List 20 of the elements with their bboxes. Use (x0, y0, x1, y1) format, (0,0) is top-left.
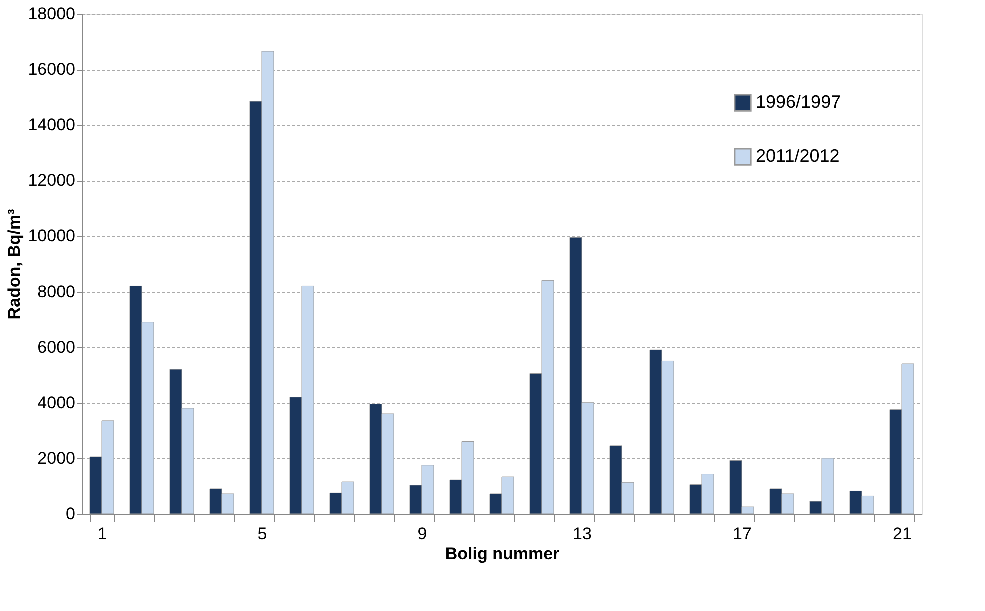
y-tick-label: 14000 (28, 116, 76, 135)
x-tick-label: 13 (573, 524, 592, 544)
y-tick-label: 12000 (28, 171, 76, 190)
legend-label: 1996/1997 (756, 92, 842, 112)
y-tick-label: 6000 (38, 338, 76, 357)
y-tick-label: 16000 (28, 60, 76, 80)
x-tick-label: 1 (98, 524, 108, 544)
y-tick-label: 10000 (28, 226, 76, 246)
y-tick-label: 2000 (38, 448, 76, 468)
x-tick-label: 21 (893, 524, 912, 544)
x-tick-label: 17 (733, 524, 752, 544)
y-tick-label: 0 (66, 504, 76, 524)
legend-label: 2011/2012 (756, 146, 840, 166)
y-axis-title: Radon, Bq/m³ (5, 208, 24, 320)
y-tick-label: 8000 (38, 282, 76, 302)
x-tick-label: 5 (258, 524, 268, 544)
y-tick-label: 4000 (38, 393, 76, 412)
x-axis-title: Bolig nummer (445, 544, 560, 564)
x-tick-label: 9 (418, 524, 428, 544)
y-tick-label: 18000 (28, 4, 76, 24)
